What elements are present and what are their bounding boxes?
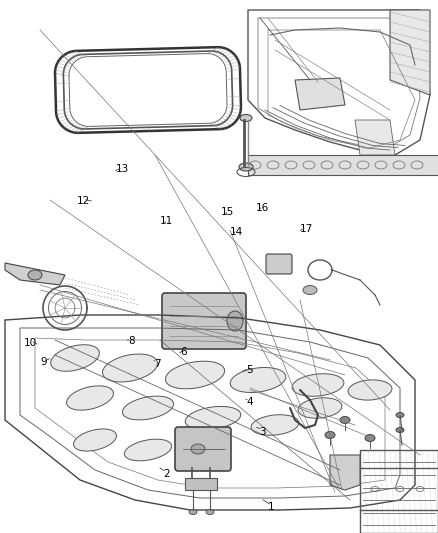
Ellipse shape [325,432,335,439]
Text: 16: 16 [256,203,269,213]
FancyBboxPatch shape [266,254,292,274]
Ellipse shape [298,398,342,418]
Text: 5: 5 [246,366,253,375]
Text: 11: 11 [160,216,173,226]
Ellipse shape [396,427,404,432]
Ellipse shape [166,361,225,389]
Ellipse shape [240,115,252,122]
Ellipse shape [67,386,113,410]
Text: 14: 14 [230,227,243,237]
Polygon shape [295,78,345,110]
Ellipse shape [230,367,286,392]
Text: 12: 12 [77,197,90,206]
Text: 2: 2 [163,470,170,479]
Text: 4: 4 [246,398,253,407]
FancyBboxPatch shape [162,293,246,349]
Ellipse shape [292,374,344,396]
Ellipse shape [122,396,173,420]
Ellipse shape [185,407,241,430]
Ellipse shape [191,444,205,454]
Text: 6: 6 [180,347,187,357]
FancyBboxPatch shape [185,478,217,490]
Polygon shape [248,155,438,175]
Ellipse shape [340,416,350,424]
Ellipse shape [396,413,404,417]
Ellipse shape [365,434,375,441]
Ellipse shape [239,163,253,171]
Ellipse shape [28,270,42,280]
Text: 7: 7 [154,359,161,368]
Text: 1: 1 [268,503,275,512]
Ellipse shape [189,510,197,514]
Ellipse shape [251,415,299,435]
Polygon shape [330,455,360,490]
Ellipse shape [303,286,317,295]
Ellipse shape [227,311,243,331]
Text: 9: 9 [40,358,47,367]
Polygon shape [5,263,65,285]
Text: 10: 10 [24,338,37,348]
Ellipse shape [51,345,99,372]
Ellipse shape [206,510,214,514]
Polygon shape [355,120,395,155]
Text: 3: 3 [259,427,266,437]
Ellipse shape [348,380,392,400]
Polygon shape [390,10,430,95]
Ellipse shape [102,354,158,382]
Text: 15: 15 [221,207,234,217]
Text: 8: 8 [128,336,135,346]
Text: 13: 13 [116,165,129,174]
Text: 17: 17 [300,224,313,234]
Ellipse shape [178,449,222,471]
Ellipse shape [74,429,117,451]
Ellipse shape [124,439,172,461]
FancyBboxPatch shape [175,427,231,471]
